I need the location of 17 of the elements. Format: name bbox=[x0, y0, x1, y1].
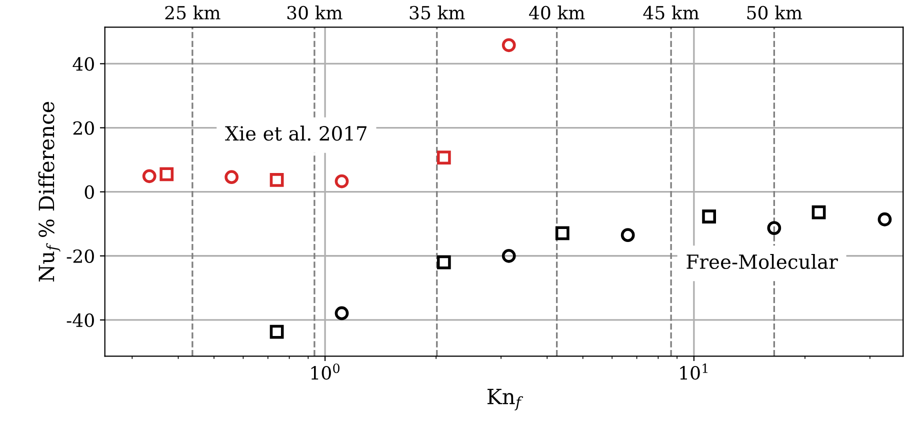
y-tick-label: -40 bbox=[66, 313, 94, 328]
y-axis-title: Nu$_{f}$ % Difference bbox=[38, 102, 60, 282]
annotation: Xie et al. 2017 bbox=[225, 126, 366, 141]
annotation: Free-Molecular bbox=[686, 254, 838, 270]
x-tick-label: 10$^{0}$ bbox=[311, 364, 340, 380]
x-axis-title: Kn$_{f}$ bbox=[488, 388, 524, 410]
ref-line-label: 40 km bbox=[529, 6, 585, 20]
ref-line-label: 35 km bbox=[410, 6, 465, 20]
ref-line-label: 30 km bbox=[287, 6, 342, 20]
y-tick-label: 20 bbox=[73, 121, 94, 135]
y-tick-label: 40 bbox=[72, 57, 94, 71]
y-tick-label: 0 bbox=[84, 185, 94, 199]
x-tick-label: 10$^{1}$ bbox=[680, 364, 708, 380]
ref-line-label: 50 km bbox=[747, 6, 802, 20]
ref-line-label: 25 km bbox=[165, 6, 220, 20]
ref-line-label: 45 km bbox=[643, 6, 699, 20]
y-tick-label: -20 bbox=[66, 249, 94, 264]
